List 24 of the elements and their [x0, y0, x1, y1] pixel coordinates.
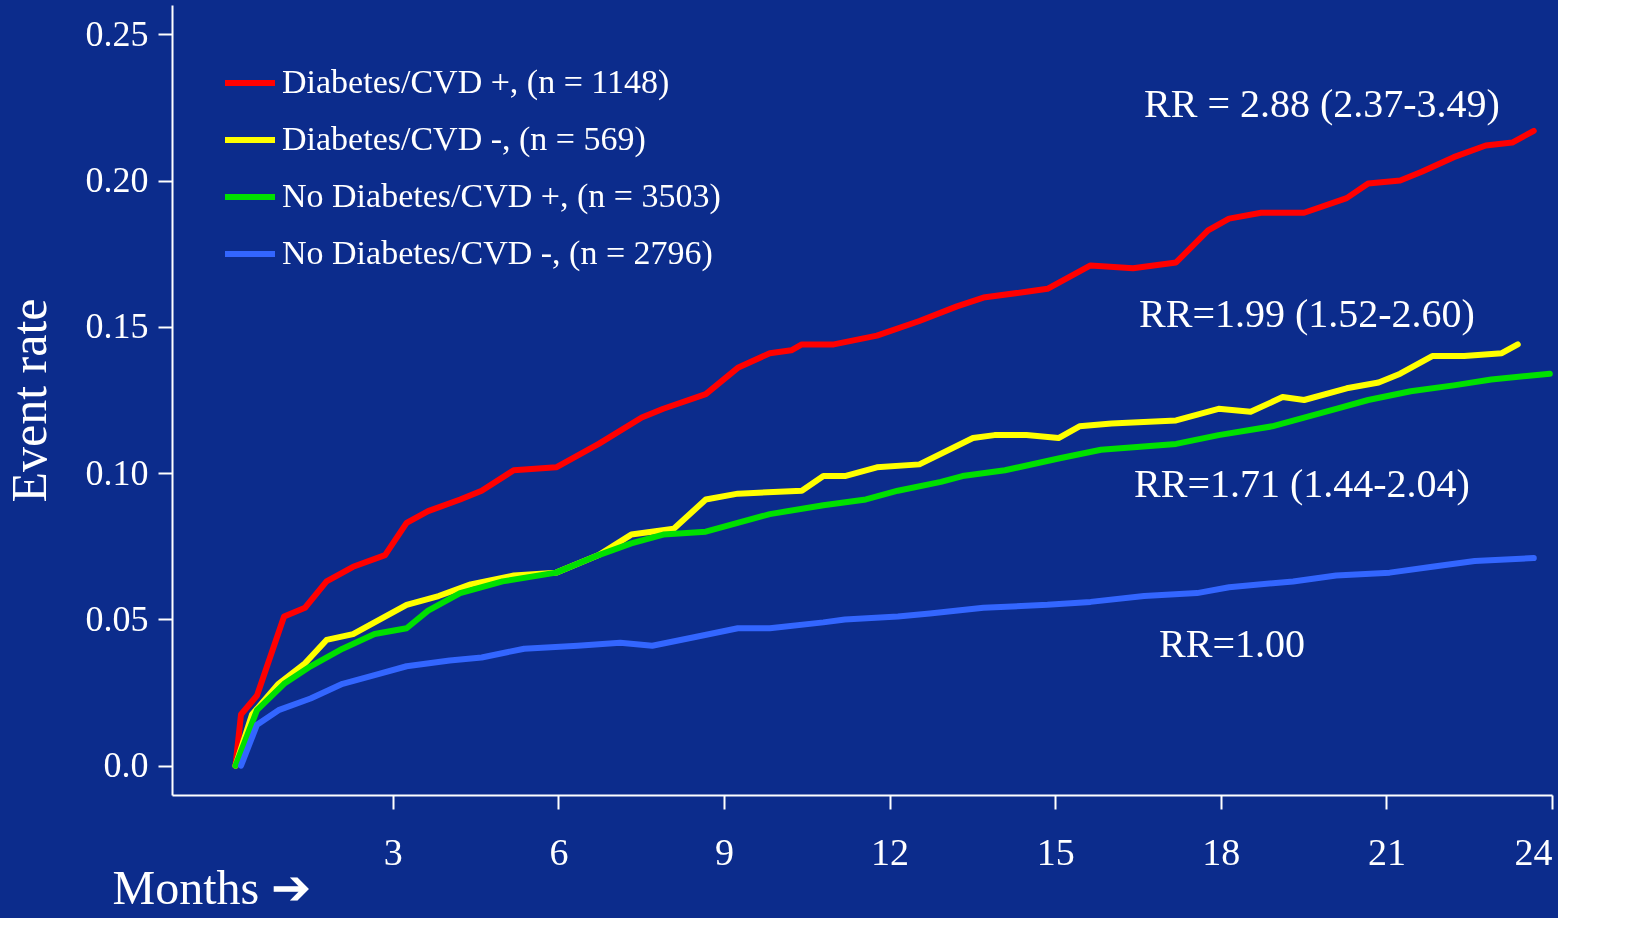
legend-label: No Diabetes/CVD +, (n = 3503)	[282, 177, 721, 215]
y-tick-label: 0.15	[85, 306, 149, 347]
x-tick-label: 12	[871, 830, 910, 873]
annotation: RR=1.00	[1159, 621, 1305, 666]
annotation: RR=1.99 (1.52-2.60)	[1139, 291, 1475, 336]
x-tick-label: 9	[715, 830, 734, 873]
y-tick-label: 0.0	[103, 745, 149, 786]
y-tick-label: 0.10	[85, 452, 149, 493]
x-tick-label: 24	[1514, 830, 1553, 873]
x-tick-label: 6	[549, 830, 569, 873]
legend-label: Diabetes/CVD +, (n = 1148)	[282, 63, 670, 101]
x-axis-title: Months ➔	[112, 860, 312, 914]
x-tick-label: 18	[1202, 830, 1241, 873]
x-tick-label: 21	[1367, 830, 1406, 873]
legend-label: Diabetes/CVD -, (n = 569)	[282, 120, 646, 158]
y-axis-title: Event rate	[0, 298, 57, 503]
y-tick-label: 0.25	[85, 13, 149, 54]
y-tick-label: 0.20	[85, 160, 149, 201]
x-tick-label: 15	[1036, 830, 1075, 873]
annotation: RR=1.71 (1.44-2.04)	[1134, 461, 1470, 506]
y-tick-label: 0.05	[85, 598, 149, 639]
x-tick-label: 3	[383, 830, 403, 873]
legend-label: No Diabetes/CVD -, (n = 2796)	[282, 234, 713, 272]
annotation: RR = 2.88 (2.37-3.49)	[1144, 81, 1500, 126]
